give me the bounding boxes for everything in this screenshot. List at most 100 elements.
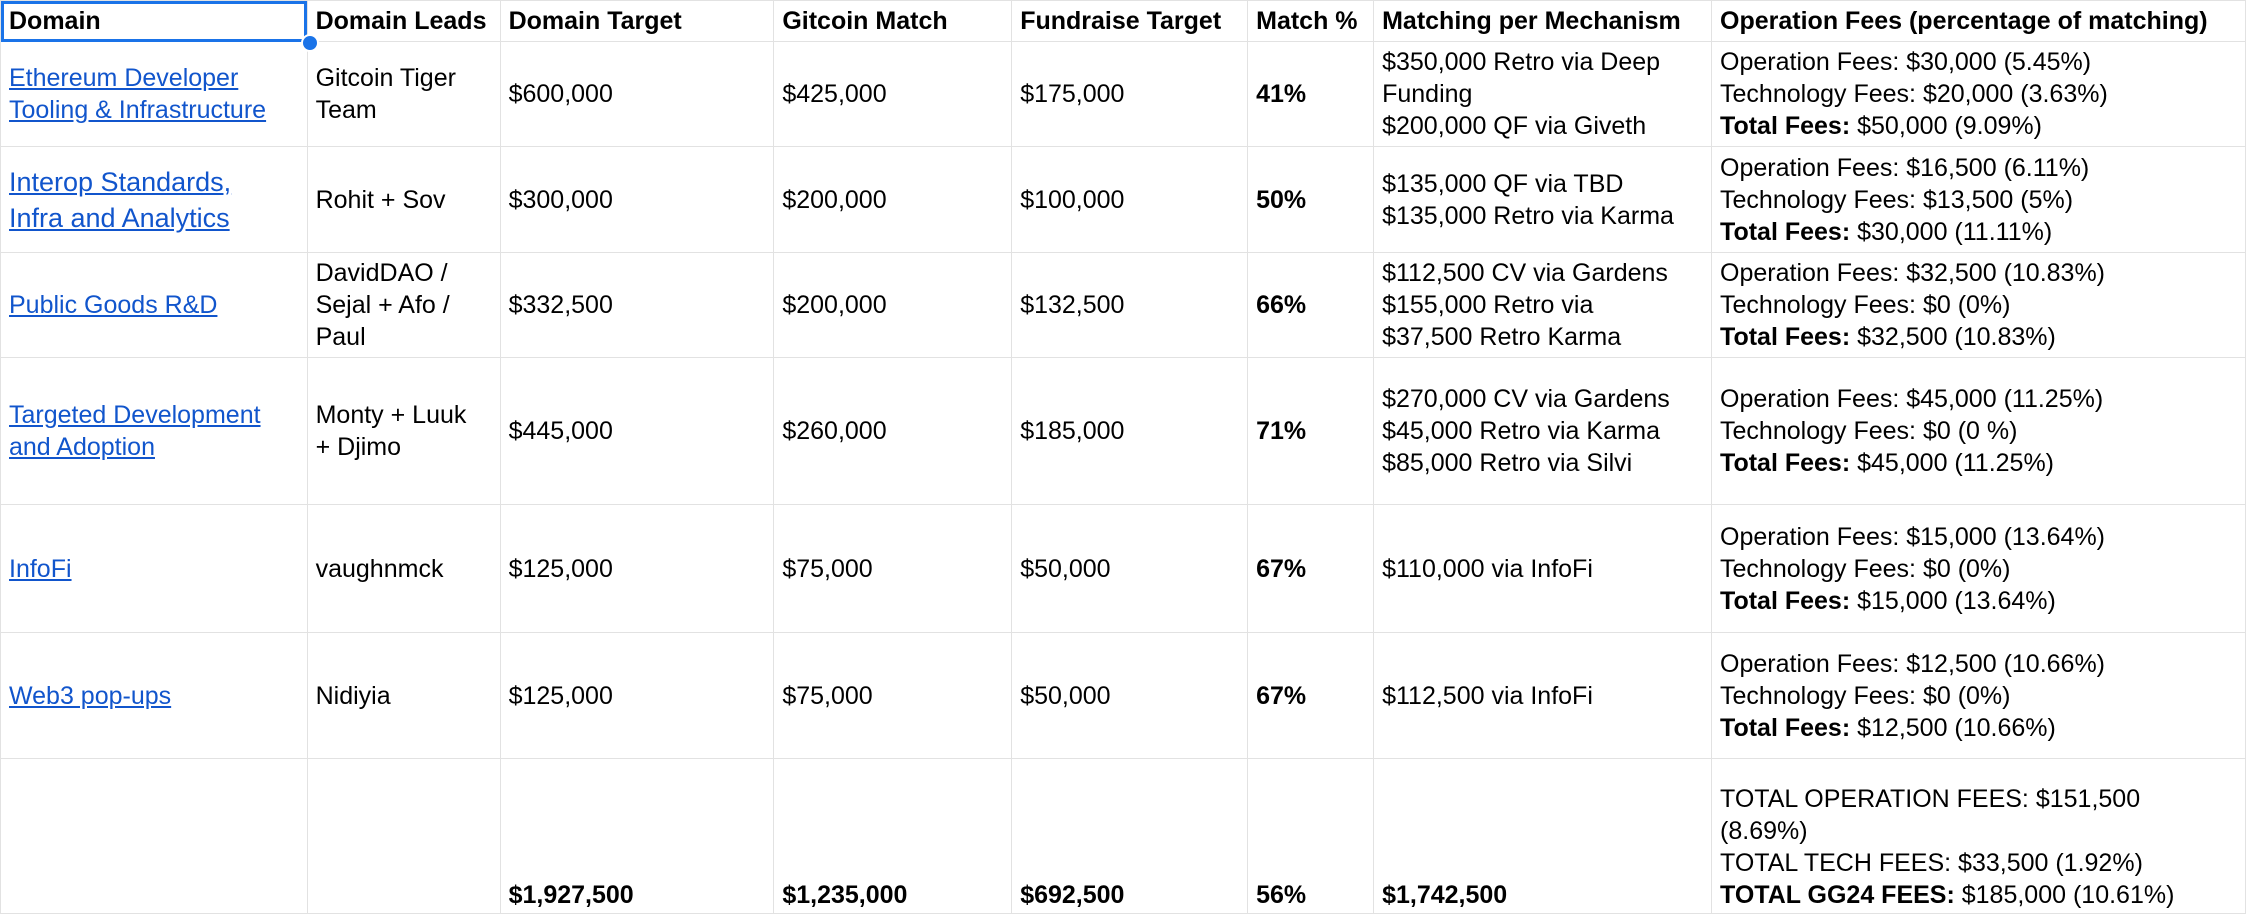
fee-label: Operation Fees:: [1720, 48, 1900, 76]
fee-line: Technology Fees: $13,500 (5%): [1720, 184, 2237, 216]
fee-label: Total Fees:: [1720, 217, 1851, 246]
domain-link[interactable]: Public Goods R&D: [9, 291, 218, 319]
empty-cell[interactable]: [306, 758, 501, 914]
total-fees-cell[interactable]: TOTAL OPERATION FEES: $151,500 (8.69%) TOT…: [1711, 758, 2246, 914]
column-header-4[interactable]: Fundraise Target: [1011, 0, 1249, 42]
matching-mechanism-cell[interactable]: $135,000 QF via TBD $135,000 Retro via Ka…: [1373, 146, 1713, 253]
total-matching-cell[interactable]: $1,742,500: [1373, 758, 1713, 914]
domain-link[interactable]: Web3 pop-ups: [9, 681, 172, 710]
domain-cell[interactable]: Ethereum Developer Tooling & Infrastructu…: [0, 41, 308, 147]
domain-link[interactable]: InfoFi: [9, 554, 72, 583]
match-percent-cell[interactable]: 50%: [1247, 146, 1375, 253]
matching-mechanism-cell[interactable]: $112,500 CV via Gardens $155,000 Retro vi…: [1373, 252, 1713, 358]
domain-link[interactable]: Interop Standards,: [9, 166, 232, 197]
gitcoin-match-cell[interactable]: $75,000: [773, 504, 1013, 633]
fee-value: $0 (0 %): [1922, 417, 2018, 445]
total-fundraise-target-cell[interactable]: $692,500: [1011, 758, 1249, 914]
domain-link[interactable]: Targeted Development: [9, 401, 261, 429]
operation-fees-cell[interactable]: Operation Fees: $15,000 (13.64%) Technolo…: [1711, 504, 2246, 633]
domain-target-cell[interactable]: $125,000: [499, 504, 775, 633]
domain-target-cell[interactable]: $600,000: [499, 41, 775, 147]
operation-fees-cell[interactable]: Operation Fees: $32,500 (10.83%) Technolo…: [1711, 252, 2246, 358]
match-percent-cell[interactable]: 66%: [1247, 252, 1375, 358]
total-match-percent-cell[interactable]: 56%: [1247, 758, 1375, 914]
fee-label: Total Fees:: [1720, 449, 1851, 477]
domain-link[interactable]: Infra and Analytics: [9, 202, 230, 233]
fee-line: Operation Fees: $12,500 (10.66%): [1720, 648, 2237, 680]
total-domain-target-cell[interactable]: $1,927,500: [499, 758, 775, 914]
fundraise-target-cell[interactable]: $175,000: [1011, 41, 1249, 147]
domain-cell[interactable]: Public Goods R&D: [0, 252, 308, 358]
total-gitcoin-match-cell[interactable]: $1,235,000: [773, 758, 1013, 914]
domain-leads-cell[interactable]: vaughnmck: [306, 504, 501, 633]
gitcoin-match-cell[interactable]: $425,000: [773, 41, 1013, 147]
column-header-0[interactable]: Domain: [0, 0, 308, 42]
gitcoin-match-cell[interactable]: $200,000: [773, 146, 1013, 253]
fee-label: Total Fees:: [1720, 112, 1851, 140]
match-percent-cell[interactable]: 67%: [1247, 504, 1375, 633]
fee-label: Operation Fees:: [1720, 649, 1900, 678]
empty-cell[interactable]: [0, 758, 308, 914]
column-header-3[interactable]: Gitcoin Match: [773, 0, 1013, 42]
fee-line: Total Fees: $30,000 (11.11%): [1720, 216, 2237, 248]
fee-value: $32,500 (10.83%): [1906, 259, 2106, 287]
table-row: Interop Standards, Infra and Analytics Roh…: [0, 146, 2246, 253]
selection-fill-handle[interactable]: [301, 34, 319, 52]
fee-label: Total Fees:: [1720, 713, 1851, 742]
match-percent-cell[interactable]: 67%: [1247, 632, 1375, 759]
fundraise-target-cell[interactable]: $100,000: [1011, 146, 1249, 253]
fee-value: $50,000 (9.09%): [1857, 112, 2042, 140]
domain-link[interactable]: Tooling & Infrastructure: [9, 96, 267, 124]
domain-leads-cell[interactable]: Rohit + Sov: [306, 146, 501, 253]
gitcoin-match-cell[interactable]: $75,000: [773, 632, 1013, 759]
domain-cell[interactable]: Web3 pop-ups: [0, 632, 308, 759]
domain-leads-cell[interactable]: Monty + Luuk + Djimo: [306, 357, 501, 505]
domain-target-cell[interactable]: $300,000: [499, 146, 775, 253]
column-header-6[interactable]: Matching per Mechanism: [1373, 0, 1713, 42]
match-percent-cell[interactable]: 41%: [1247, 41, 1375, 147]
fundraise-target-cell[interactable]: $50,000: [1011, 632, 1249, 759]
domain-target-cell[interactable]: $125,000: [499, 632, 775, 759]
mechanism-line: $112,500 via InfoFi: [1382, 681, 1593, 710]
fee-line: Technology Fees: $0 (0%): [1720, 680, 2237, 712]
gitcoin-match-cell[interactable]: $260,000: [773, 357, 1013, 505]
gitcoin-match-cell[interactable]: $200,000: [773, 252, 1013, 358]
column-header-5[interactable]: Match %: [1247, 0, 1375, 42]
domain-leads-cell[interactable]: DavidDAO / Sejal + Afo / Paul: [306, 252, 501, 358]
domain-leads-cell[interactable]: Nidiyia: [306, 632, 501, 759]
total-fee-line: TOTAL OPERATION FEES: $151,500: [1720, 785, 2141, 813]
fee-label: Operation Fees:: [1720, 153, 1900, 182]
fee-value: $0 (0%): [1922, 681, 2011, 710]
operation-fees-cell[interactable]: Operation Fees: $16,500 (6.11%) Technolog…: [1711, 146, 2246, 253]
fee-line: Total Fees: $32,500 (10.83%): [1720, 321, 2237, 353]
fee-line: Operation Fees: $15,000 (13.64%): [1720, 521, 2237, 553]
matching-mechanism-cell[interactable]: $350,000 Retro via Deep Funding $200,000 Q…: [1373, 41, 1713, 147]
match-percent-cell[interactable]: 71%: [1247, 357, 1375, 505]
matching-mechanism-cell[interactable]: $112,500 via InfoFi: [1373, 632, 1713, 759]
lead-name: Gitcoin Tiger: [315, 64, 456, 92]
fundraise-target-cell[interactable]: $50,000: [1011, 504, 1249, 633]
fundraise-target-cell[interactable]: $132,500: [1011, 252, 1249, 358]
fee-label: Technology Fees:: [1720, 291, 1916, 319]
operation-fees-cell[interactable]: Operation Fees: $45,000 (11.25%) Technolo…: [1711, 357, 2246, 505]
total-gg24-value: $185,000 (10.61%): [1961, 881, 2175, 909]
column-header-7[interactable]: Operation Fees (percentage of matching): [1711, 0, 2246, 42]
domain-target-cell[interactable]: $332,500: [499, 252, 775, 358]
lead-name: Nidiyia: [315, 681, 391, 710]
matching-mechanism-cell[interactable]: $270,000 CV via Gardens $45,000 Retro via…: [1373, 357, 1713, 505]
domain-cell[interactable]: Interop Standards, Infra and Analytics: [0, 146, 308, 253]
operation-fees-cell[interactable]: Operation Fees: $12,500 (10.66%) Technolo…: [1711, 632, 2246, 759]
domain-link[interactable]: Ethereum Developer: [9, 64, 239, 92]
matching-mechanism-cell[interactable]: $110,000 via InfoFi: [1373, 504, 1713, 633]
operation-fees-cell[interactable]: Operation Fees: $30,000 (5.45%) Technolog…: [1711, 41, 2246, 147]
column-header-1[interactable]: Domain Leads: [306, 0, 501, 42]
domain-cell[interactable]: InfoFi: [0, 504, 308, 633]
fundraise-target-cell[interactable]: $185,000: [1011, 357, 1249, 505]
domain-link[interactable]: and Adoption: [9, 433, 155, 461]
domain-leads-cell[interactable]: Gitcoin Tiger Team: [306, 41, 501, 147]
total-gg24-label: TOTAL GG24 FEES:: [1720, 881, 1955, 909]
column-header-2[interactable]: Domain Target: [499, 0, 775, 42]
mechanism-line: $110,000 via InfoFi: [1382, 554, 1593, 583]
domain-cell[interactable]: Targeted Development and Adoption: [0, 357, 308, 505]
domain-target-cell[interactable]: $445,000: [499, 357, 775, 505]
